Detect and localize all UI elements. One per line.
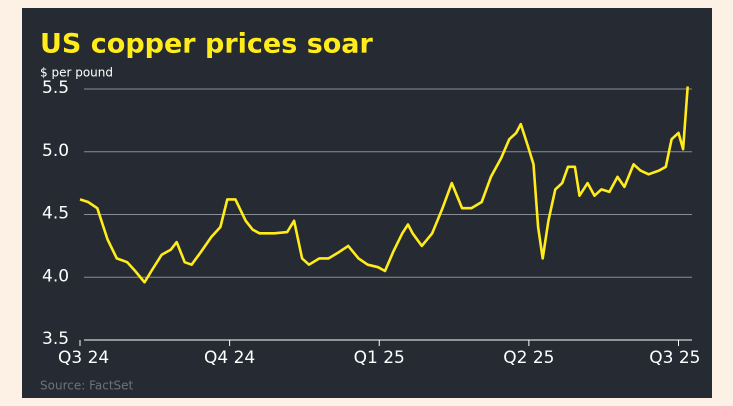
y-tick-label: 4.5: [42, 204, 69, 224]
y-tick-label: 4.0: [42, 266, 69, 286]
chart-title: US copper prices soar: [40, 29, 374, 60]
y-tick-label: 5.5: [42, 78, 69, 98]
x-tick-label: Q3 24: [58, 348, 109, 368]
x-tick-label: Q1 25: [354, 348, 405, 368]
chart-panel: [22, 8, 712, 398]
x-tick-label: Q2 25: [503, 348, 554, 368]
source: Source: FactSet: [40, 379, 134, 393]
subtitle: $ per pound: [40, 66, 113, 80]
y-tick-label: 5.0: [42, 141, 69, 161]
x-tick-label: Q3 25: [649, 348, 700, 368]
price-line: [79, 86, 689, 284]
y-tick-label: 3.5: [42, 329, 69, 349]
x-tick-label: Q4 24: [204, 348, 255, 368]
